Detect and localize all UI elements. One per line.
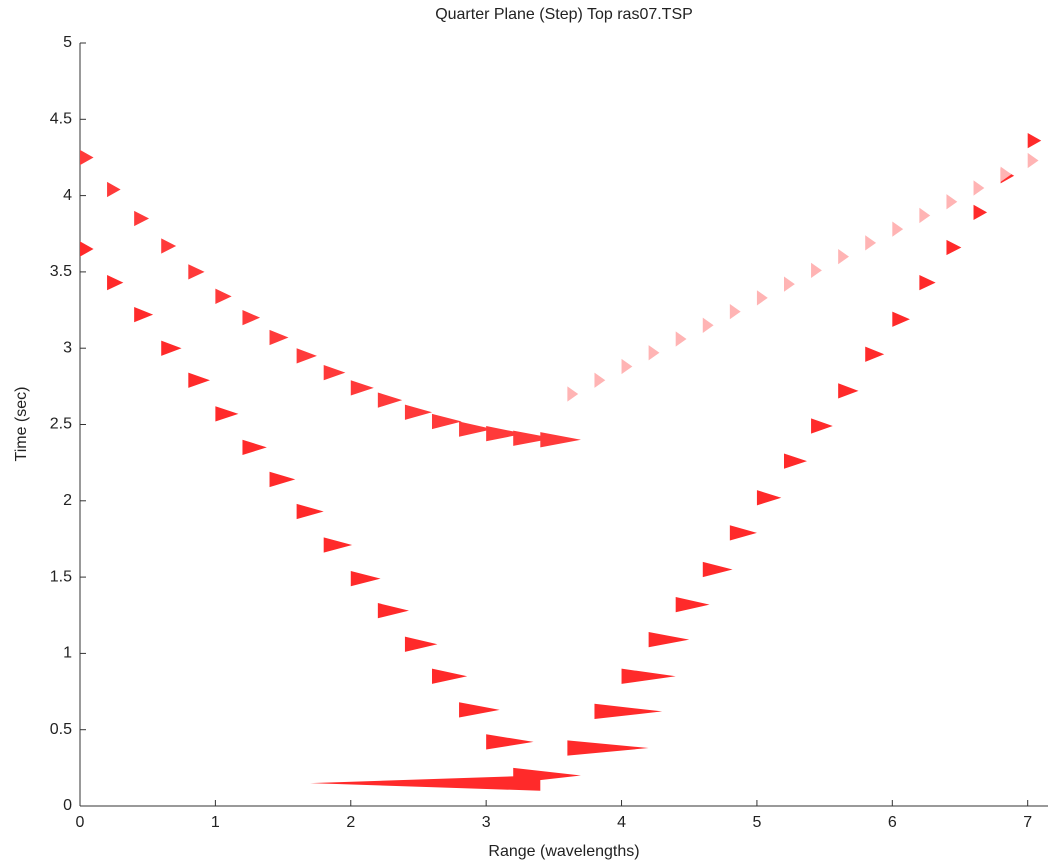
x-tick-label: 3 — [482, 814, 491, 831]
wiggle-peak — [323, 364, 346, 381]
wiggle-peak — [919, 274, 936, 291]
wiggle-peak — [432, 668, 468, 684]
wiggle-peak — [310, 775, 541, 791]
wiggle-peak — [404, 636, 438, 652]
chart-title: Quarter Plane (Step) Top ras07.TSP — [435, 6, 693, 23]
y-tick-label: 1.5 — [50, 568, 72, 585]
wiggle-peak — [540, 432, 581, 448]
wiggle-peak — [892, 311, 910, 327]
wiggle-peak — [973, 204, 988, 221]
wiggle-peak — [567, 740, 649, 756]
wiggle-peak — [594, 372, 606, 388]
y-tick-label: 2 — [63, 492, 72, 509]
wiggle-peak — [377, 392, 403, 408]
wiggle-peak — [756, 290, 768, 306]
wiggle-peak — [838, 249, 849, 265]
y-tick-label: 4 — [63, 187, 72, 204]
wiggle-peak — [865, 346, 885, 362]
wiggle-peak — [811, 418, 833, 434]
y-tick-label: 1 — [63, 645, 72, 662]
y-tick-label: 5 — [63, 34, 72, 51]
wiggle-peak — [215, 288, 232, 304]
wiggle-peak — [973, 180, 985, 196]
wiggle-peak — [756, 490, 782, 506]
wiggle-peak — [648, 632, 690, 648]
wiggle-peak — [323, 537, 353, 553]
wiggle-peak — [784, 276, 795, 292]
wiggle-peak — [161, 340, 182, 356]
wiggle-peak — [784, 453, 808, 469]
y-axis-label: Time (sec) — [13, 387, 30, 462]
wiggle-peak — [486, 734, 534, 750]
y-tick-label: 3 — [63, 339, 72, 356]
wiggle-peak — [675, 596, 710, 613]
wiggle-peak — [486, 426, 525, 442]
wiggle-peak — [459, 421, 493, 437]
wiggle-peak — [1027, 133, 1042, 149]
wiggle-peak — [296, 348, 317, 364]
wiggle-peak — [432, 413, 462, 430]
wiggle-peak — [838, 383, 859, 399]
wiggle-peak — [161, 238, 177, 254]
wiggle-peak — [513, 430, 554, 446]
wiggle-peak — [350, 570, 381, 587]
wiggle-peak — [107, 274, 124, 291]
wiggle-peak — [350, 380, 374, 396]
wiggle-peak — [188, 372, 210, 388]
x-tick-label: 0 — [76, 814, 85, 831]
wiggle-peak — [269, 471, 296, 488]
x-tick-label: 5 — [752, 814, 761, 831]
wiggle-peak — [215, 406, 239, 422]
wiggle-peak — [107, 181, 121, 198]
x-tick-label: 1 — [211, 814, 220, 831]
x-tick-label: 6 — [888, 814, 897, 831]
x-axis-label: Range (wavelengths) — [488, 843, 639, 860]
y-tick-label: 2.5 — [50, 416, 72, 433]
x-tick-label: 2 — [346, 814, 355, 831]
wiggle-peak — [648, 345, 660, 361]
wiggle-peak — [729, 525, 757, 541]
wiggle-peak — [621, 358, 633, 375]
wiggle-peak — [134, 210, 150, 227]
wiggle-peak — [459, 702, 500, 718]
wiggle-peak — [702, 561, 733, 578]
wiggle-peak — [134, 306, 154, 323]
wiggle-peak — [188, 264, 205, 280]
y-tick-label: 0 — [63, 797, 72, 814]
wiggle-peak — [946, 239, 962, 256]
wiggle-peak — [675, 331, 687, 347]
wiggle-peak — [946, 194, 958, 210]
wiggle-peak — [892, 221, 904, 237]
y-tick-label: 4.5 — [50, 111, 72, 128]
y-tick-label: 3.5 — [50, 263, 72, 280]
wiggle-peak — [567, 386, 579, 402]
wiggle-peak — [811, 262, 822, 279]
wiggle-peak — [1027, 152, 1039, 169]
x-tick-label: 4 — [617, 814, 626, 831]
x-tick-label: 7 — [1023, 814, 1032, 831]
wiggle-peak — [80, 241, 94, 257]
wiggle-peak — [296, 503, 324, 520]
wiggle-peak — [865, 235, 877, 251]
wiggle-peak — [729, 303, 741, 320]
wiggle-peak — [702, 317, 714, 333]
wiggle-peak — [919, 207, 931, 224]
wiggle-peak — [1000, 166, 1012, 182]
wiggle-peak — [594, 703, 663, 720]
wiggle-peak — [377, 603, 409, 619]
wiggle-peak — [621, 668, 676, 684]
wiggle-peak — [242, 310, 261, 326]
wiggle-peak — [80, 149, 94, 166]
wiggle-peak — [242, 439, 267, 456]
y-tick-label: 0.5 — [50, 721, 72, 738]
wiggle-peak — [269, 329, 289, 346]
wiggle-peak — [404, 404, 432, 420]
